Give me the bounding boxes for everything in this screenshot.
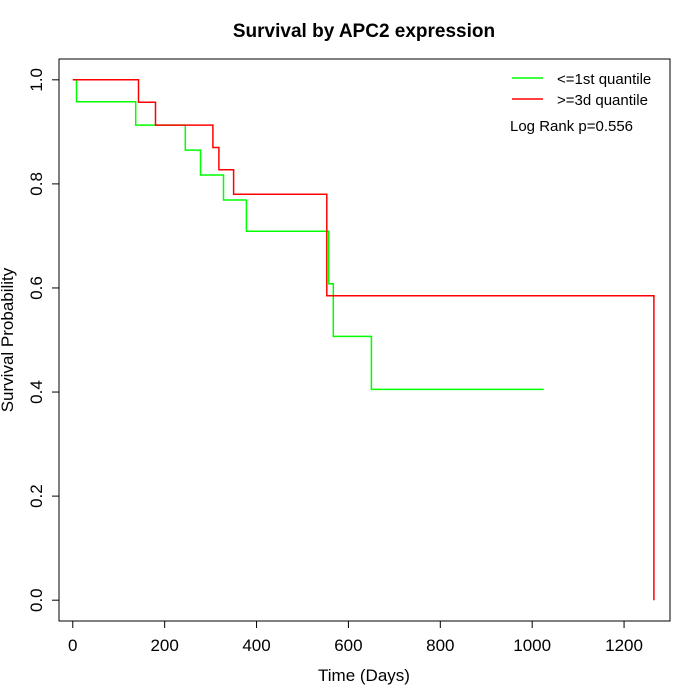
x-tick-label: 600 [334,636,362,655]
y-axis-label: Survival Probability [0,267,17,412]
survival-curve-high [72,79,655,601]
x-tick-label: 1000 [513,636,551,655]
x-tick-label: 200 [150,636,178,655]
series-layer [72,79,655,601]
x-tick-label: 800 [426,636,454,655]
y-tick-label: 0.4 [27,380,46,404]
y-tick-label: 1.0 [27,68,46,92]
legend-label-low: <=1st quantile [557,71,651,88]
y-tick-label: 0.8 [27,172,46,196]
legend-label-high: >=3d quantile [557,92,648,109]
y-tick-label: 0.6 [27,276,46,300]
x-axis-label: Time (Days) [318,666,410,685]
log-rank-annotation: Log Rank p=0.556 [510,118,633,135]
chart-title: Survival by APC2 expression [233,21,495,42]
x-tick-label: 1200 [605,636,643,655]
y-tick-label: 0.0 [27,588,46,612]
y-tick-label: 0.2 [27,484,46,508]
legend: <=1st quantile >=3d quantile Log Rank p=… [510,71,651,135]
plot-frame [58,58,671,622]
x-tick-label: 0 [68,636,77,655]
x-tick-label: 400 [242,636,270,655]
survival-curve-low [72,79,544,391]
x-axis: 0 200 400 600 800 1000 1200 [68,620,643,655]
y-axis: 0.0 0.2 0.4 0.6 0.8 1.0 [27,68,60,612]
